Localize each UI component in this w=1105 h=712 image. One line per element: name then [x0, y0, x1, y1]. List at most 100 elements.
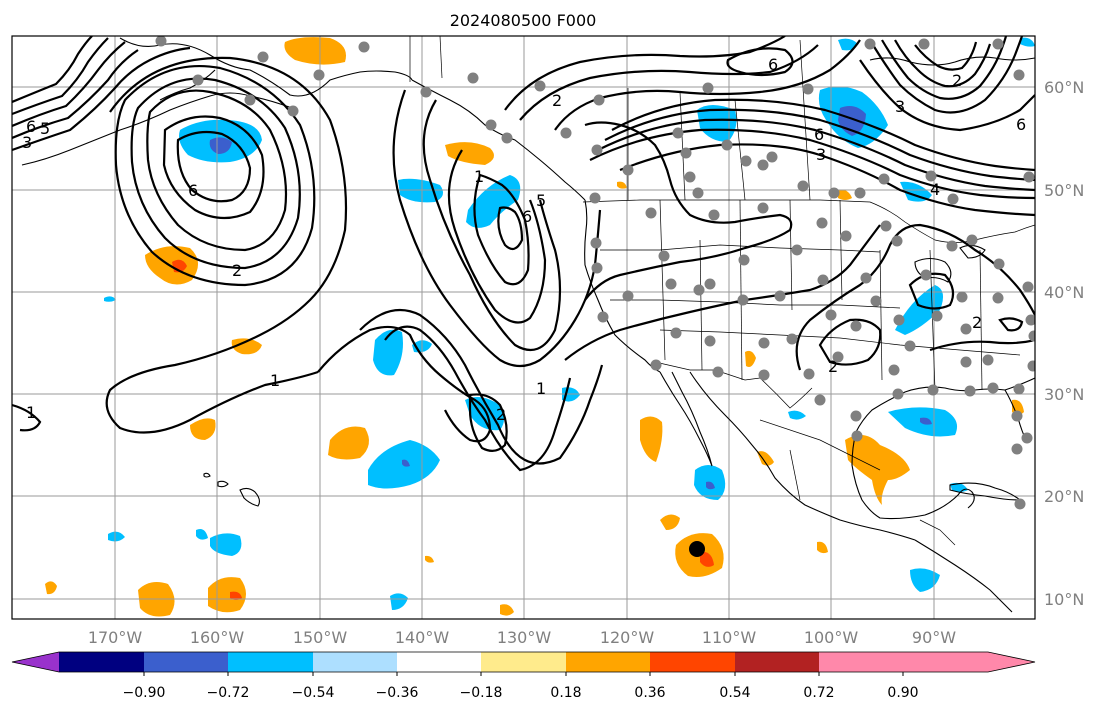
station-marker [704, 278, 716, 290]
warm-core [230, 591, 242, 600]
contour-line [392, 89, 602, 368]
baja-coast [659, 371, 713, 467]
contour-label: 2 [552, 91, 562, 110]
station-marker [485, 119, 497, 131]
contour-line [130, 77, 301, 270]
station-marker [992, 38, 1004, 50]
cool-patch [900, 181, 932, 202]
contour-line [859, 59, 1035, 132]
lon-label: 100°W [804, 628, 859, 647]
cool-patch [210, 533, 242, 556]
state-border [839, 199, 843, 301]
cool-patch [196, 529, 208, 540]
station-marker [840, 230, 852, 242]
station-marker [192, 74, 204, 86]
station-marker [1023, 171, 1035, 183]
contour-line [795, 223, 1035, 371]
station-marker [1014, 498, 1026, 510]
great-lakes [914, 257, 952, 283]
map-border [11, 35, 1036, 620]
station-marker [358, 41, 370, 53]
station-marker [786, 333, 798, 345]
colorbar-segment [397, 652, 482, 672]
colorbar-right-arrow [903, 652, 1035, 672]
colorbar: −0.90 −0.72 −0.54 −0.36 −0.18 0.18 0.36 … [11, 651, 1036, 701]
latitude-axis: 60°N 50°N 40°N 30°N 20°N 10°N [1044, 78, 1084, 609]
colorbar-label: 0.36 [634, 685, 665, 701]
contour-line [726, 47, 794, 77]
state-border [789, 199, 793, 311]
station-marker [757, 159, 769, 171]
contour-line [12, 36, 93, 104]
station-marker [850, 320, 862, 332]
mexico-state-border [759, 419, 881, 471]
warm-patch [231, 338, 262, 355]
cool-patch [373, 329, 403, 376]
cool-patch [1020, 37, 1035, 47]
station-marker [1028, 330, 1035, 342]
station-marker [560, 127, 572, 139]
contour-line [12, 41, 126, 128]
station-marker [927, 384, 939, 396]
station-marker [993, 258, 1005, 270]
warm-core [700, 551, 714, 567]
station-marker [501, 132, 513, 144]
station-marker [1027, 360, 1035, 372]
contour-label: 2 [232, 261, 242, 280]
contour-line [611, 98, 1035, 172]
us-west-coast [584, 199, 661, 373]
hawaii-islands [203, 472, 211, 478]
lat-label: 60°N [1044, 78, 1084, 97]
station-marker [888, 364, 900, 376]
contour-line [162, 115, 265, 220]
contour-label: 5 [536, 191, 546, 210]
state-border [739, 199, 743, 381]
contour-line [929, 338, 1035, 352]
station-marker [1013, 383, 1025, 395]
cool-patch [104, 296, 116, 302]
contour-label: 1 [26, 403, 36, 422]
political-borders [409, 36, 1035, 546]
contour-label: 6 [522, 207, 532, 226]
station-marker [287, 105, 299, 117]
contour-label: 5 [40, 119, 50, 138]
station-marker [684, 171, 696, 183]
station-marker [758, 369, 770, 381]
station-marker [702, 82, 714, 94]
contour-line [584, 121, 793, 301]
station-marker [257, 51, 269, 63]
station-marker [817, 274, 829, 286]
contour-label: 2 [828, 357, 838, 376]
contour-line [447, 149, 547, 324]
mexico-west-coast [689, 371, 916, 541]
station-marker [960, 356, 972, 368]
contour-label: 2 [496, 405, 506, 424]
station-marker [982, 354, 994, 366]
colorbar-ticks [143, 672, 904, 676]
warm-patch [660, 514, 680, 530]
station-marker [693, 284, 705, 296]
station-marker [313, 69, 325, 81]
contour-label: 1 [536, 379, 546, 398]
cool-patch [108, 531, 125, 542]
station-marker [737, 294, 749, 306]
station-marker [534, 80, 546, 92]
colorbar-label: −0.18 [460, 685, 503, 701]
longitude-axis: 170°W 160°W 150°W 140°W 130°W 120°W 110°… [88, 628, 956, 647]
station-marker [708, 209, 720, 221]
contour-line [422, 99, 562, 352]
station-marker [860, 272, 872, 284]
colorbar-label: 0.72 [803, 685, 834, 701]
contour-line [998, 317, 1024, 332]
station-marker [757, 202, 769, 214]
lat-label: 20°N [1044, 487, 1084, 506]
contour-line [105, 56, 348, 434]
lon-label: 130°W [497, 628, 552, 647]
cool-patch [910, 568, 940, 592]
colorbar-segment [566, 652, 651, 672]
station-marker [591, 144, 603, 156]
station-marker [420, 86, 432, 98]
warm-patch [500, 604, 514, 616]
station-marker [947, 193, 959, 205]
